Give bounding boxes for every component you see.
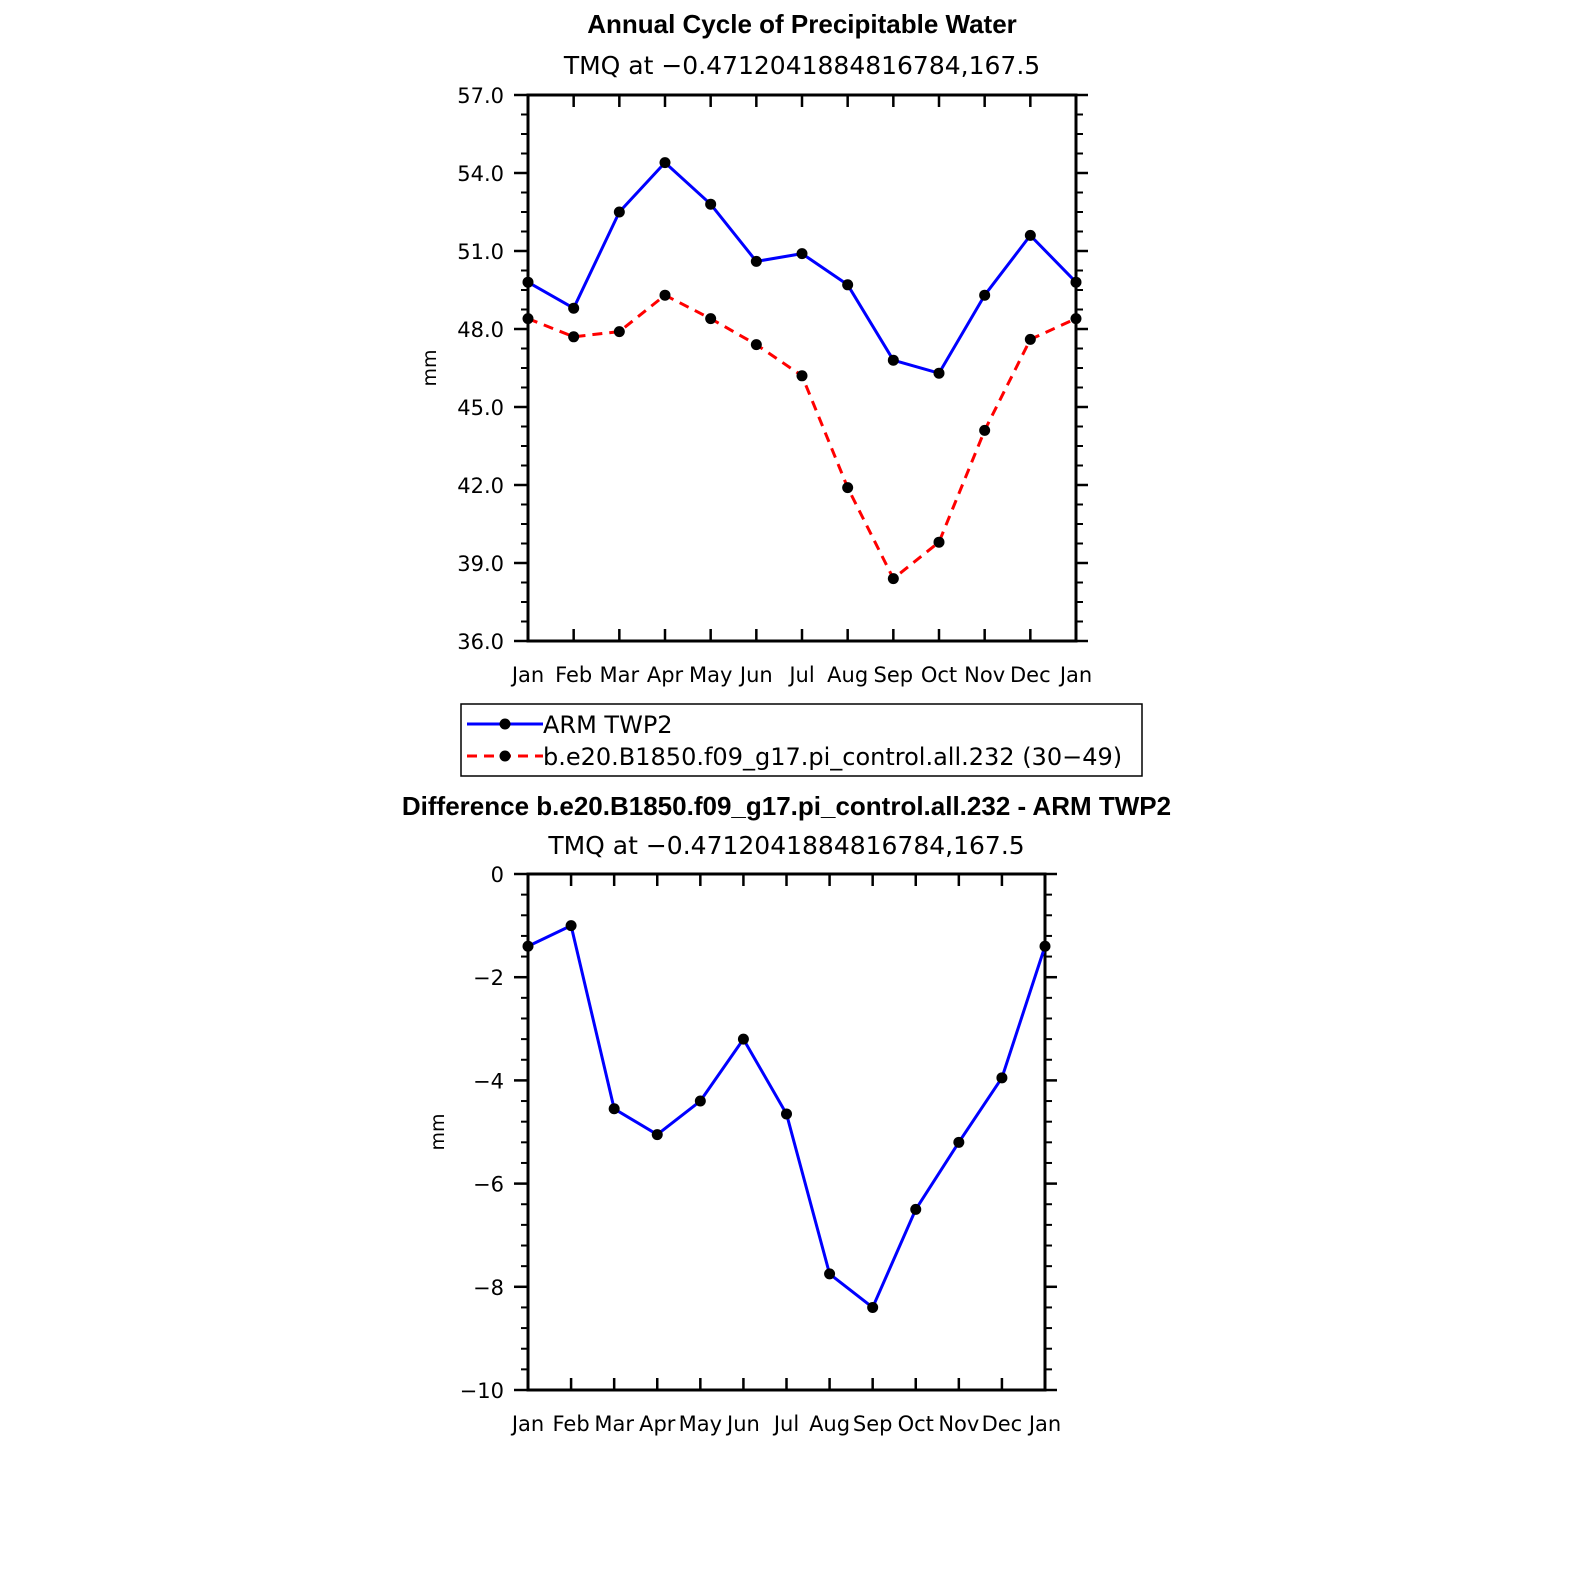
data-point [979,424,991,436]
chart-title: Annual Cycle of Precipitable Water [587,9,1017,39]
x-tick-label: Dec [982,1412,1023,1436]
x-tick-label: Jun [738,663,773,687]
data-point [522,313,534,325]
legend-label: b.e20.B1850.f09_g17.pi_control.all.232 (… [543,743,1122,771]
chart-title: Difference b.e20.B1850.f09_g17.pi_contro… [402,791,1171,821]
data-point [522,276,534,288]
data-point [1070,313,1082,325]
legend: ARM TWP2 b.e20.B1850.f09_g17.pi_control.a… [460,703,1143,777]
data-point [796,248,808,260]
data-point [613,326,625,338]
y-tick-label: 57.0 [457,84,504,108]
series-line [527,293,1077,581]
data-point [737,1033,749,1045]
y-tick-label: −4 [473,1069,504,1093]
x-tick-label: Jan [510,663,544,687]
data-point [1039,940,1051,952]
data-point [694,1095,706,1107]
data-point [887,354,899,366]
y-tick-label: 0 [491,863,504,887]
x-tick-label: Sep [874,663,914,687]
y-tick-label: −2 [473,966,504,990]
x-tick-label: Sep [853,1412,893,1436]
chart-subtitle: TMQ at −0.4712041884816784,167.5 [547,831,1024,860]
y-tick-label: 42.0 [457,474,504,498]
data-point [1070,276,1082,288]
y-tick-label: −8 [473,1276,504,1300]
data-point [887,573,899,585]
data-point [659,157,671,169]
y-axis-label: mm [419,349,441,386]
legend-label: ARM TWP2 [543,711,673,739]
data-point [953,1136,965,1148]
x-tick-label: Feb [555,663,592,687]
annual-cycle-chart: Annual Cycle of Precipitable Water TMQ at… [419,9,1143,777]
y-tick-label: 45.0 [457,396,504,420]
x-tick-label: Apr [639,1412,676,1436]
data-point [867,1301,879,1313]
y-tick-label: 48.0 [457,318,504,342]
data-point [705,313,717,325]
data-point [568,331,580,343]
data-point [781,1108,792,1120]
data-point [796,370,808,382]
x-tick-label: Jan [1027,1412,1061,1436]
y-tick-label: 39.0 [457,552,504,576]
x-tick-label: Aug [827,663,868,687]
x-tick-label: Nov [964,663,1005,687]
x-tick-label: May [679,1412,722,1436]
x-tick-label: Jun [725,1412,760,1436]
x-tick-label: Jan [1058,663,1092,687]
data-point [1024,333,1036,345]
series-line [527,161,1078,375]
data-point [933,536,945,548]
y-tick-label: 36.0 [457,630,504,654]
y-tick-label: 51.0 [457,240,504,264]
data-point [842,279,854,291]
data-point [824,1268,836,1280]
x-tick-label: Dec [1010,663,1051,687]
data-point [608,1103,620,1115]
data-point [1024,229,1036,241]
data-point [522,940,534,952]
data-point [565,920,577,932]
difference-chart: Difference b.e20.B1850.f09_g17.pi_contro… [402,791,1171,1436]
x-tick-label: Mar [600,663,640,687]
x-tick-label: Oct [898,1412,934,1436]
legend-marker [499,718,511,730]
x-tick-label: Feb [552,1412,589,1436]
x-tick-label: Aug [809,1412,850,1436]
plot-frame [526,93,1078,643]
data-point [842,482,854,494]
x-tick-label: Jul [772,1412,799,1436]
y-tick-label: −6 [473,1173,504,1197]
data-point [750,255,762,267]
data-point [613,206,625,218]
data-point [996,1072,1008,1084]
data-point [933,367,945,379]
x-tick-label: May [689,663,732,687]
data-point [659,289,671,301]
x-tick-label: Jan [510,1412,544,1436]
y-tick-label: 54.0 [457,162,504,186]
legend-marker [499,750,511,762]
y-axis-label: mm [427,1113,449,1150]
x-tick-label: Oct [921,663,957,687]
data-point [568,302,580,314]
legend-box [460,703,1143,777]
data-point [705,198,717,210]
data-point [750,339,762,351]
data-point [910,1203,922,1215]
chart-subtitle: TMQ at −0.4712041884816784,167.5 [563,51,1040,80]
data-point [979,289,991,301]
x-tick-label: Jul [787,663,814,687]
x-tick-label: Mar [594,1412,634,1436]
y-tick-label: −10 [460,1379,504,1403]
x-tick-label: Apr [647,663,684,687]
data-point [651,1129,663,1141]
x-tick-label: Nov [938,1412,979,1436]
